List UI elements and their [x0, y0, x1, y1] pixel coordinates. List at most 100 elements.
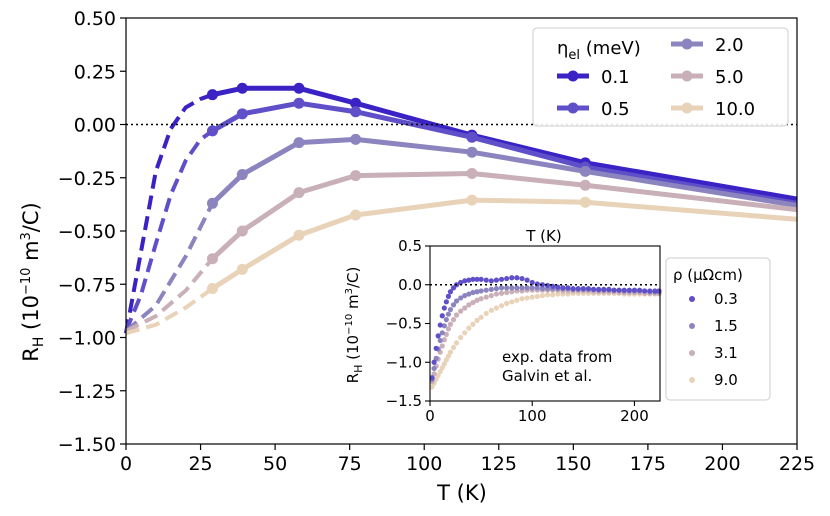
series-dashed-line [124, 202, 215, 333]
inset-data-point [433, 355, 439, 361]
inset-data-point [466, 291, 472, 297]
series-marker [466, 131, 478, 143]
inset-legend-label: 9.0 [714, 371, 738, 389]
series-marker [236, 108, 248, 120]
inset-data-point [555, 284, 561, 290]
inset-data-point [437, 337, 443, 344]
inset-data-point [431, 359, 437, 365]
inset-legend-box [665, 257, 771, 401]
main-legend-title: ηel (meV) [557, 38, 641, 63]
inset-data-point [433, 376, 439, 382]
main-legend-items: 0.1 0.5 2.0 5.0 10.0 [557, 35, 755, 120]
series-marker [293, 82, 305, 94]
main-legend-label: 0.1 [601, 67, 630, 88]
series-dashed-line [124, 129, 214, 332]
inset-x-tick-label: 200 [620, 407, 649, 425]
inset-legend-marker [689, 350, 695, 356]
inset-data-point [611, 287, 617, 293]
inset-data-point [470, 299, 476, 306]
series-marker [206, 89, 218, 101]
inset-title: T (K) [525, 227, 561, 245]
inset-legend-marker [689, 377, 695, 383]
inset-data-point [565, 285, 571, 291]
inset-legend-item: 1.5 [689, 317, 738, 335]
series-marker [466, 194, 478, 206]
inset-data-point [636, 287, 643, 293]
inset-data-point [474, 317, 480, 323]
inset-data-point [524, 295, 530, 301]
main-y-tick-label: 0.25 [74, 61, 116, 83]
inset-y-tick-label: −0.5 [386, 315, 422, 333]
inset-data-point [441, 305, 447, 311]
inset-data-point [529, 279, 535, 286]
inset-x-tick-label: 0 [425, 407, 435, 425]
inset-data-point [474, 289, 480, 295]
inset-y-axis-label: RH (10−10 m3/C) [344, 267, 365, 384]
inset-data-point [458, 334, 464, 341]
inset-data-point [544, 282, 551, 289]
inset-data-point [483, 294, 489, 300]
main-x-tick-label: 25 [188, 453, 212, 475]
main-legend-label: 5.0 [715, 67, 744, 88]
inset-data-point [439, 343, 445, 349]
main-legend-item: 0.1 [557, 67, 630, 88]
inset-data-point [450, 317, 457, 323]
inset-data-point [450, 344, 457, 351]
inset-data-point [575, 286, 581, 292]
inset-data-point [626, 287, 632, 293]
inset-data-point [534, 281, 540, 287]
series-marker [579, 179, 591, 191]
inset-legend-item: 0.3 [689, 290, 738, 308]
series-marker [206, 283, 218, 295]
series-marker [293, 137, 305, 149]
inset-data-point [431, 365, 437, 372]
main-y-axis-label: RH (10−10 m3/C) [19, 202, 47, 362]
series-dashed-line [124, 92, 214, 334]
inset-data-point [458, 295, 464, 301]
inset-data-point [483, 277, 489, 283]
inset-data-point [435, 333, 441, 339]
inset-data-point [498, 276, 505, 282]
inset-data-point [437, 368, 443, 375]
inset-data-point [498, 303, 505, 309]
main-x-tick-label: 75 [338, 453, 362, 475]
inset-data-point [488, 286, 494, 292]
main-series-5.0 [125, 167, 798, 333]
inset-data-point [462, 278, 468, 284]
main-series-2.0 [124, 133, 798, 333]
inset-data-point [439, 313, 445, 319]
inset-data-point [478, 296, 484, 302]
inset-data-point [441, 337, 447, 343]
main-x-tick-label: 50 [263, 453, 287, 475]
main-x-tick-label: 200 [704, 453, 740, 475]
legend-swatch-marker [681, 102, 693, 114]
series-marker [466, 167, 478, 179]
inset-data-point [470, 289, 476, 296]
inset-data-point [443, 357, 449, 363]
inset-data-point [539, 282, 546, 288]
inset-data-point [488, 307, 494, 313]
series-marker [350, 170, 362, 182]
inset-data-point [447, 306, 454, 313]
main-legend-label: 10.0 [715, 99, 755, 120]
inset-data-point [447, 321, 454, 327]
inset-data-point [534, 293, 540, 299]
inset-data-point [509, 299, 515, 305]
series-dashed-line [125, 286, 214, 336]
inset-data-point [498, 285, 505, 291]
inset-legend-marker [689, 323, 695, 329]
inset-data-point [488, 293, 494, 299]
inset-data-point [445, 353, 451, 359]
inset-data-point [478, 314, 484, 320]
main-plot: 0 25 50 75 100 125 150 175 200 225 −1.50−1.25−1.0… [19, 8, 815, 505]
series-marker [350, 106, 362, 118]
series-marker [236, 225, 248, 237]
inset-data-point [544, 292, 551, 298]
inset-legend-items: 0.3 1.5 3.1 9.0 [689, 290, 738, 389]
inset-data-point [570, 286, 576, 292]
inset-data-point [493, 286, 500, 292]
inset-data-point [524, 277, 530, 283]
inset-data-point [439, 330, 445, 336]
inset-data-point [514, 275, 520, 281]
inset-data-point [656, 288, 662, 294]
